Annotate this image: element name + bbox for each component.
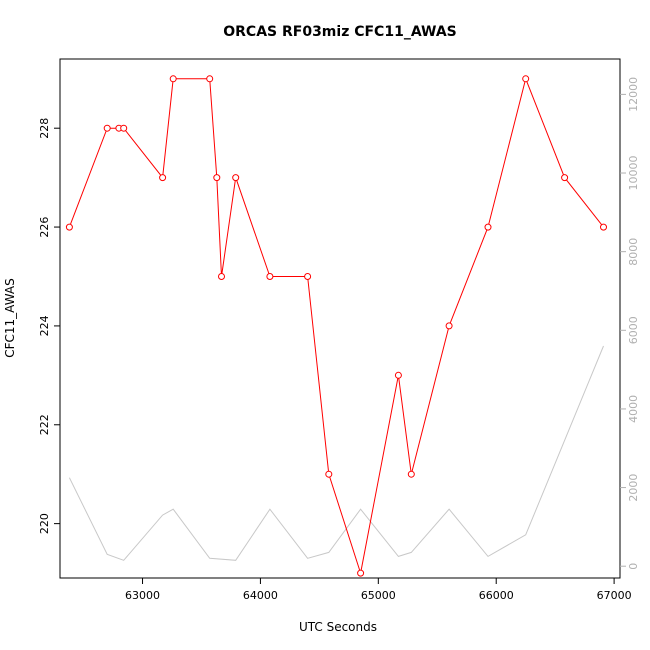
data-point [120,124,128,132]
y-axis-label: CFC11_AWAS [3,278,17,358]
data-point [159,174,167,182]
data-point [65,223,73,231]
data-point [206,75,214,83]
data-point [325,470,333,478]
primary-series-layer [65,75,607,577]
series-line [68,77,604,574]
data-point [561,174,569,182]
data-point [103,124,111,132]
data-point [266,273,274,280]
data-point [445,322,453,330]
x-tick-label: 67000 [597,589,632,602]
data-point [522,75,530,83]
data-point [394,371,402,379]
data-point [600,223,607,231]
data-point [213,174,221,182]
data-point [304,273,312,280]
y-tick-label: 228 [38,118,51,139]
data-point [407,470,415,478]
data-point [357,569,365,577]
x-tick-label: 64000 [243,589,278,602]
y2-tick-label: 10000 [627,156,640,191]
data-point [218,273,225,280]
y-tick-label: 220 [38,513,51,534]
x-tick-label: 63000 [125,589,160,602]
chart-title: ORCAS RF03miz CFC11_AWAS [223,24,457,40]
x-tick-label: 66000 [479,589,514,602]
y2-tick-label: 8000 [627,238,640,266]
y2-tick-label: 4000 [627,395,640,423]
y2-tick-label: 0 [627,563,640,570]
y2-tick-label: 12000 [627,77,640,112]
y-axis-right: 0 2000 4000 6000 8000 10000 12000 [620,77,640,570]
y2-tick-label: 2000 [627,474,640,502]
data-point [484,223,492,231]
x-tick-label: 65000 [361,589,396,602]
data-point [232,174,240,182]
x-axis: 63000 64000 65000 66000 67000 [125,578,632,602]
secondary-series-layer [68,345,604,561]
y-tick-label: 226 [38,217,51,238]
y-tick-label: 224 [38,315,51,336]
plot-area [59,58,621,579]
x-axis-label: UTC Seconds [299,620,377,634]
data-point [169,75,177,83]
y-axis-left: 220 222 224 226 228 [38,118,60,534]
secondary-series-line [68,345,604,561]
y2-tick-label: 6000 [627,316,640,344]
y-tick-label: 222 [38,414,51,435]
